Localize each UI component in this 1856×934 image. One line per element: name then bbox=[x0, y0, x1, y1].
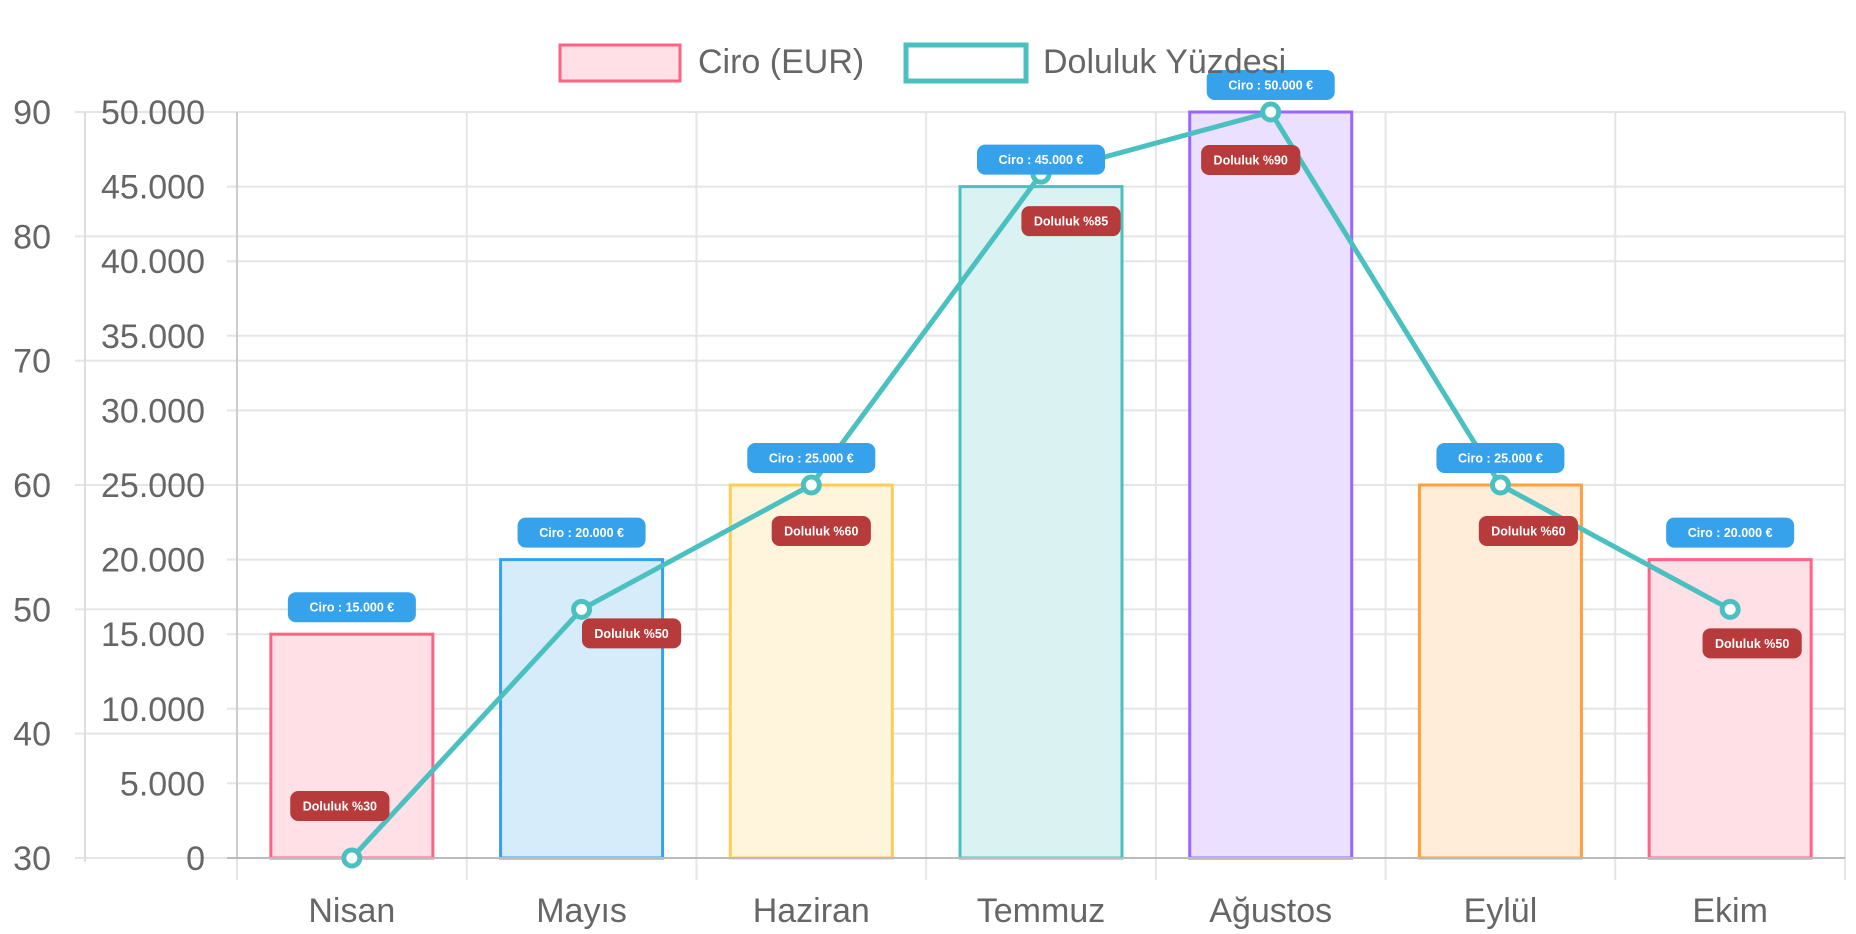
x-tick-label: Nisan bbox=[308, 892, 395, 930]
bar bbox=[1417, 483, 1583, 860]
ciro-data-label: Ciro : 50.000 € bbox=[1206, 70, 1335, 100]
y-right-tick-label: 40.000 bbox=[101, 243, 205, 281]
ciro-data-label-text: Ciro : 20.000 € bbox=[539, 526, 624, 540]
bar bbox=[1188, 110, 1354, 860]
x-tick-label: Eylül bbox=[1464, 892, 1538, 930]
y-right-tick-label: 15.000 bbox=[101, 616, 205, 654]
y-right-tick-label: 50.000 bbox=[101, 94, 205, 132]
y-left-tick-label: 40 bbox=[13, 716, 51, 754]
ciro-data-label: Ciro : 20.000 € bbox=[517, 517, 646, 548]
y-right-tick-label: 35.000 bbox=[101, 318, 205, 356]
line-point bbox=[800, 474, 822, 496]
y-right-tick-label: 10.000 bbox=[101, 691, 205, 729]
doluluk-data-label: Doluluk %60 bbox=[771, 516, 871, 546]
doluluk-data-label-bg bbox=[1478, 516, 1579, 546]
legend-label-doluluk[interactable]: Doluluk Yüzdesi bbox=[1043, 43, 1286, 81]
x-tick-label: Mayıs bbox=[536, 892, 627, 930]
y-left-tick-label: 50 bbox=[13, 591, 51, 629]
ciro-data-label-bg bbox=[287, 592, 416, 623]
x-tick-label: Temmuz bbox=[977, 892, 1105, 930]
ciro-data-label: Ciro : 25.000 € bbox=[1436, 443, 1565, 473]
bar bbox=[269, 632, 435, 860]
ciro-data-label-text: Ciro : 50.000 € bbox=[1228, 79, 1313, 93]
doluluk-data-label-text: Doluluk %50 bbox=[594, 627, 668, 641]
ciro-data-label-bg bbox=[747, 443, 876, 473]
doluluk-data-label-text: Doluluk %60 bbox=[784, 525, 858, 539]
y-right-tick-label: 20.000 bbox=[101, 542, 205, 580]
doluluk-data-label-bg bbox=[1702, 628, 1802, 659]
legend[interactable]: Ciro (EUR) Doluluk Yüzdesi bbox=[558, 42, 1286, 84]
ciro-data-label-bg bbox=[517, 517, 646, 548]
doluluk-data-label-bg bbox=[1201, 145, 1301, 175]
y-right-tick-label: 0 bbox=[186, 840, 205, 878]
doluluk-data-label-bg bbox=[771, 516, 871, 546]
legend-swatch-doluluk[interactable] bbox=[903, 42, 1029, 84]
ciro-data-label: Ciro : 45.000 € bbox=[977, 144, 1105, 175]
x-tick-label: Haziran bbox=[753, 892, 870, 930]
x-tick-label: Ekim bbox=[1692, 892, 1768, 930]
ciro-data-label-bg bbox=[1666, 517, 1795, 548]
line-point bbox=[1260, 101, 1282, 123]
line-point bbox=[571, 598, 593, 620]
y-right-tick-label: 5.000 bbox=[120, 765, 205, 803]
ciro-data-label: Ciro : 15.000 € bbox=[287, 592, 416, 623]
line-point bbox=[1719, 598, 1741, 620]
ciro-data-label: Ciro : 25.000 € bbox=[747, 443, 876, 473]
line-point bbox=[1489, 474, 1511, 496]
y-left-tick-label: 80 bbox=[13, 218, 51, 256]
doluluk-data-label: Doluluk %50 bbox=[1702, 628, 1802, 659]
y-right-tick-label: 30.000 bbox=[101, 392, 205, 430]
doluluk-data-label: Doluluk %90 bbox=[1201, 145, 1301, 175]
y-left-tick-label: 30 bbox=[13, 840, 51, 878]
y-left-tick-label: 70 bbox=[13, 343, 51, 381]
ciro-data-label-text: Ciro : 45.000 € bbox=[999, 153, 1084, 167]
legend-swatch-ciro[interactable] bbox=[558, 43, 682, 83]
doluluk-data-label-bg bbox=[290, 791, 390, 821]
ciro-data-label-text: Ciro : 20.000 € bbox=[1688, 526, 1773, 540]
x-tick-label: Ağustos bbox=[1209, 892, 1332, 930]
y-right-tick-label: 45.000 bbox=[101, 169, 205, 207]
legend-label-ciro[interactable]: Ciro (EUR) bbox=[698, 43, 864, 81]
doluluk-data-label-text: Doluluk %90 bbox=[1214, 154, 1288, 168]
doluluk-data-label-text: Doluluk %30 bbox=[303, 800, 377, 814]
y-left-tick-label: 60 bbox=[13, 467, 51, 505]
bar bbox=[958, 185, 1124, 860]
ciro-data-label-text: Ciro : 25.000 € bbox=[1458, 452, 1543, 466]
doluluk-data-label: Doluluk %50 bbox=[581, 618, 682, 649]
doluluk-data-label-bg bbox=[581, 618, 682, 649]
doluluk-data-label: Doluluk %85 bbox=[1021, 206, 1121, 237]
bars bbox=[269, 110, 1813, 860]
ciro-data-label-text: Ciro : 15.000 € bbox=[309, 601, 394, 615]
doluluk-data-label: Doluluk %60 bbox=[1478, 516, 1579, 546]
doluluk-data-label-text: Doluluk %85 bbox=[1034, 215, 1108, 229]
doluluk-data-label-text: Doluluk %60 bbox=[1491, 525, 1565, 539]
doluluk-data-label-bg bbox=[1021, 206, 1121, 237]
y-right-tick-label: 25.000 bbox=[101, 467, 205, 505]
line-point bbox=[341, 847, 363, 869]
data-labels: Ciro : 15.000 € Ciro : 20.000 € Ciro : 25.… bbox=[287, 70, 1802, 821]
ciro-data-label-text: Ciro : 25.000 € bbox=[769, 452, 854, 466]
axes: 0 5.000 10.000 15.000 20.000 25.000 30.000 35.0… bbox=[13, 94, 1845, 930]
ciro-data-label-bg bbox=[1436, 443, 1565, 473]
ciro-data-label-bg bbox=[1206, 70, 1335, 100]
ciro-data-label-bg bbox=[977, 144, 1105, 175]
doluluk-data-label-text: Doluluk %50 bbox=[1715, 637, 1789, 651]
y-left-tick-label: 90 bbox=[13, 94, 51, 132]
ciro-data-label: Ciro : 20.000 € bbox=[1666, 517, 1795, 548]
doluluk-data-label: Doluluk %30 bbox=[290, 791, 390, 821]
